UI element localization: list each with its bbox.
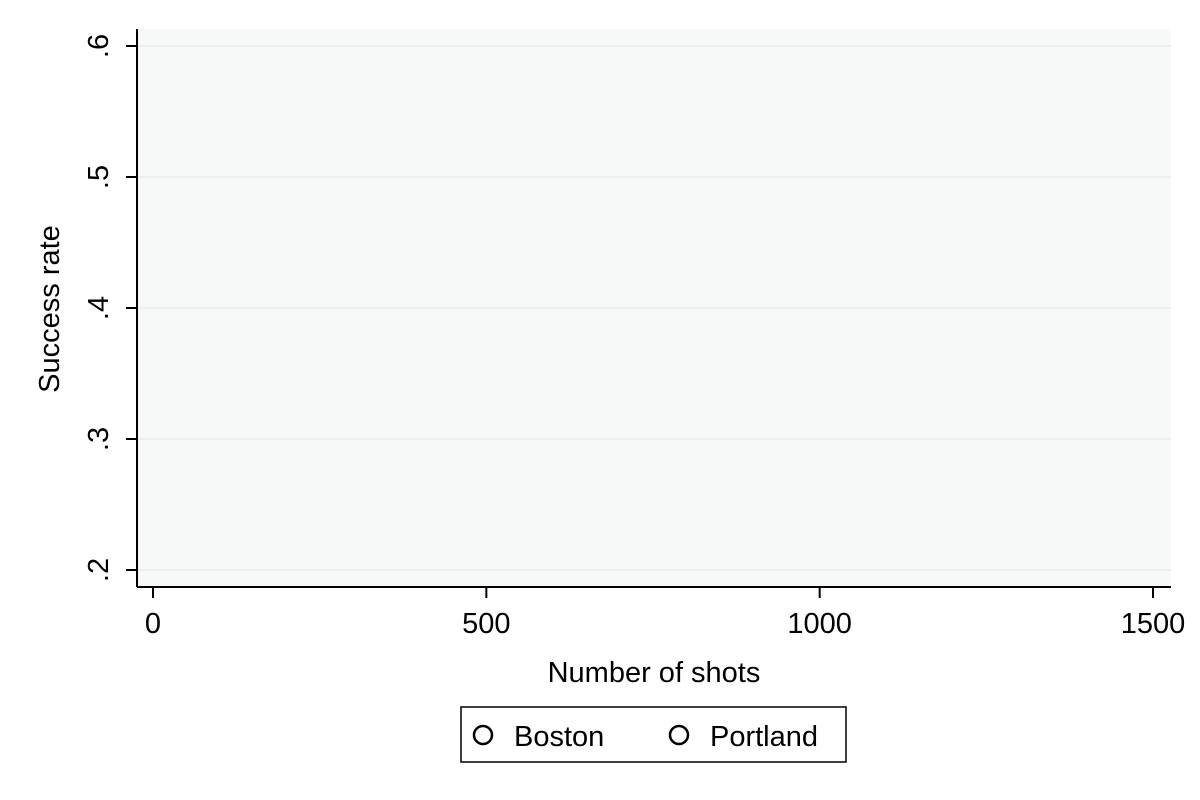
x-tick-label-0: 0 [145, 608, 161, 640]
y-tick-label-0: .2 [83, 558, 115, 582]
y-tick-label-2: .4 [83, 296, 115, 320]
legend-marker-portland [668, 724, 690, 746]
x-axis-title: Number of shots [548, 657, 761, 689]
x-tick-label-3: 1500 [1121, 608, 1186, 640]
y-tick-label-4: .6 [83, 34, 115, 58]
legend-marker-boston [472, 724, 494, 746]
y-tick-label-3: .5 [83, 165, 115, 189]
y-axis-ticks: .2 .3 .4 .5 .6 [83, 34, 137, 582]
gridlines [138, 45, 1171, 571]
legend-label-boston: Boston [514, 721, 604, 753]
y-axis-title: Success rate [34, 225, 66, 393]
x-axis-ticks: 0 500 1000 1500 [145, 587, 1185, 640]
x-tick-label-1: 500 [462, 608, 510, 640]
legend: Boston Portland [460, 706, 847, 763]
y-tick-label-1: .3 [83, 427, 115, 451]
x-tick-label-2: 1000 [787, 608, 852, 640]
legend-label-portland: Portland [710, 721, 818, 753]
legend-box [460, 706, 847, 763]
